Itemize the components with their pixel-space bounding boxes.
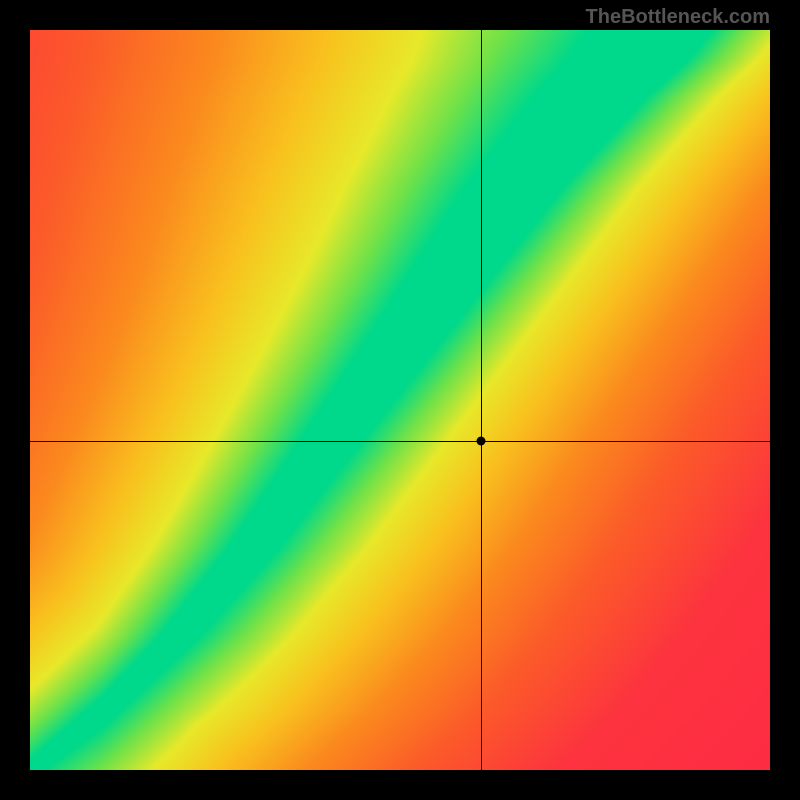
selection-marker-dot — [477, 436, 486, 445]
watermark-text: TheBottleneck.com — [586, 6, 770, 29]
heatmap-canvas — [30, 30, 770, 770]
crosshair-horizontal — [30, 441, 770, 442]
crosshair-vertical — [481, 30, 482, 770]
heatmap-plot-area — [30, 30, 770, 770]
